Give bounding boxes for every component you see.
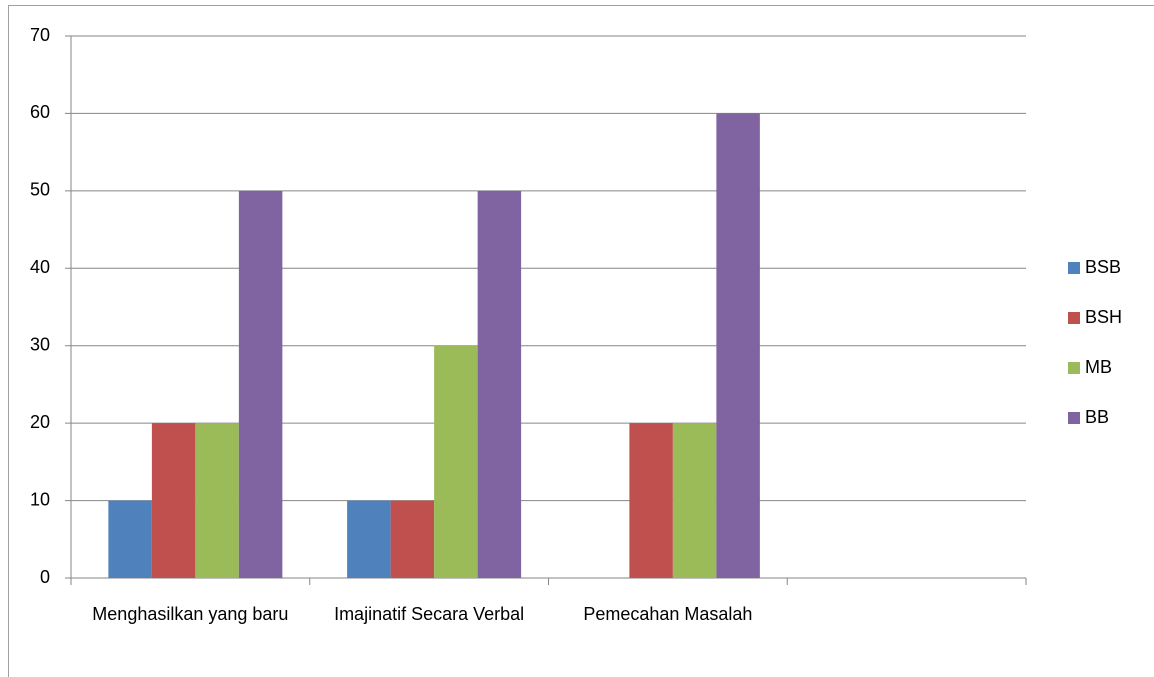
bar (477, 190, 522, 578)
legend-label: MB (1085, 357, 1112, 377)
x-tick-label: Pemecahan Masalah (583, 604, 753, 624)
chart-border (8, 5, 1154, 677)
y-tick-label: 20 (30, 412, 50, 432)
bar (434, 345, 478, 578)
y-tick-label: 70 (30, 25, 50, 45)
y-tick-label: 40 (30, 257, 50, 277)
y-tick-label: 10 (30, 489, 50, 509)
y-tick-label: 30 (30, 334, 50, 354)
legend-swatch (1068, 362, 1080, 374)
x-tick-label: Menghasilkan yang baru (92, 604, 289, 624)
y-tick-label: 50 (30, 180, 50, 200)
x-tick-label: Imajinatif Secara Verbal (334, 604, 525, 624)
legend-label: BSH (1085, 307, 1122, 327)
bar (108, 500, 152, 578)
bar (151, 423, 196, 578)
bar (672, 423, 717, 578)
legend-label: BSB (1085, 257, 1121, 277)
bar (195, 423, 239, 578)
bar (347, 500, 391, 578)
y-tick-label: 0 (40, 567, 50, 587)
bar (716, 113, 760, 578)
legend-swatch (1068, 412, 1080, 424)
legend-swatch (1068, 312, 1080, 324)
bar (629, 423, 673, 578)
legend-label: BB (1085, 407, 1109, 427)
legend-swatch (1068, 262, 1080, 274)
bar (238, 190, 283, 578)
bar (390, 500, 435, 578)
y-tick-label: 60 (30, 102, 50, 122)
